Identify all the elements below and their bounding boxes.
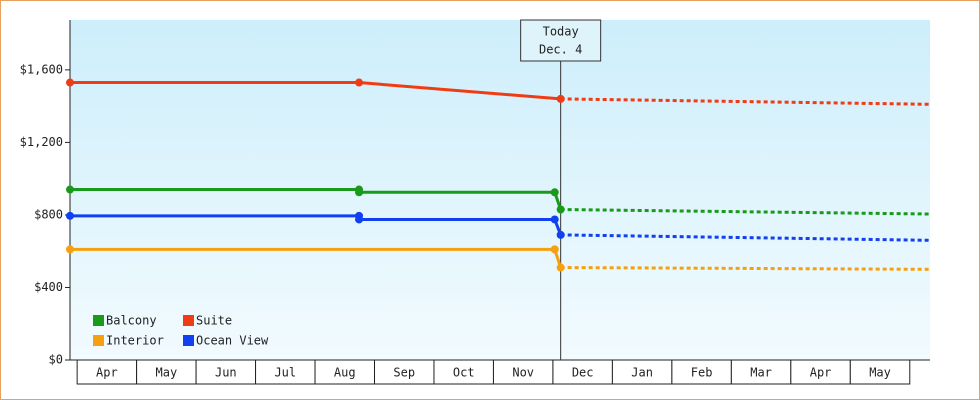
x-cell — [433, 359, 494, 385]
x-cell — [76, 359, 138, 385]
line-forecast — [560, 266, 931, 271]
y-tick-label: $1,600 — [20, 62, 63, 76]
legend-label: Interior — [106, 334, 164, 348]
point — [66, 185, 74, 194]
x-tick-label: Nov — [512, 366, 534, 380]
x-cell — [195, 359, 257, 385]
legend-label: Ocean View — [196, 334, 269, 348]
line-forecast — [560, 97, 931, 106]
x-cell — [374, 359, 435, 385]
x-tick-label: Oct — [453, 366, 475, 380]
point — [556, 230, 565, 239]
point — [66, 211, 74, 220]
point — [66, 78, 74, 87]
line-forecast — [560, 207, 931, 216]
legend-swatch — [93, 335, 104, 346]
x-tick-label: Aug — [334, 366, 356, 380]
today-label: Today — [543, 25, 579, 39]
x-tick-label: Feb — [691, 366, 713, 380]
x-tick-label: Apr — [96, 366, 118, 380]
y-tick-label: $1,200 — [20, 135, 63, 149]
point — [556, 94, 565, 103]
legend-swatch — [183, 315, 194, 326]
line-forecast — [560, 233, 931, 242]
point — [355, 188, 364, 197]
today-box — [520, 19, 602, 62]
x-tick-label: Jul — [274, 366, 296, 380]
x-tick-label: Jun — [215, 366, 237, 380]
x-cell — [790, 359, 851, 385]
legend-swatch — [183, 335, 194, 346]
point — [355, 78, 364, 87]
x-tick-label: Mar — [750, 366, 772, 380]
x-tick-label: Dec — [572, 366, 594, 380]
legend-label: Suite — [196, 314, 232, 328]
x-cell — [730, 359, 792, 385]
today-label: Dec. 4 — [539, 43, 582, 57]
point — [556, 205, 565, 214]
x-tick-label: Jan — [631, 366, 653, 380]
y-tick-label: $400 — [34, 280, 63, 294]
x-cell — [611, 359, 673, 385]
x-cell — [492, 359, 554, 385]
point — [556, 263, 565, 272]
x-tick-label: Sep — [393, 366, 415, 380]
x-cell — [314, 359, 376, 385]
legend-swatch — [93, 315, 104, 326]
x-tick-label: May — [156, 366, 178, 380]
point — [550, 188, 559, 197]
point — [550, 245, 559, 254]
x-tick-label: May — [869, 366, 891, 380]
x-cell — [255, 359, 316, 385]
x-cell — [849, 359, 911, 385]
x-cell — [552, 359, 613, 385]
legend-label: Balcony — [106, 314, 157, 328]
y-tick-label: $0 — [49, 353, 63, 367]
x-tick-label: Apr — [810, 366, 832, 380]
point — [66, 245, 74, 254]
x-cell — [136, 359, 197, 385]
point — [355, 215, 364, 224]
point — [550, 215, 559, 224]
y-tick-label: $800 — [34, 207, 63, 221]
